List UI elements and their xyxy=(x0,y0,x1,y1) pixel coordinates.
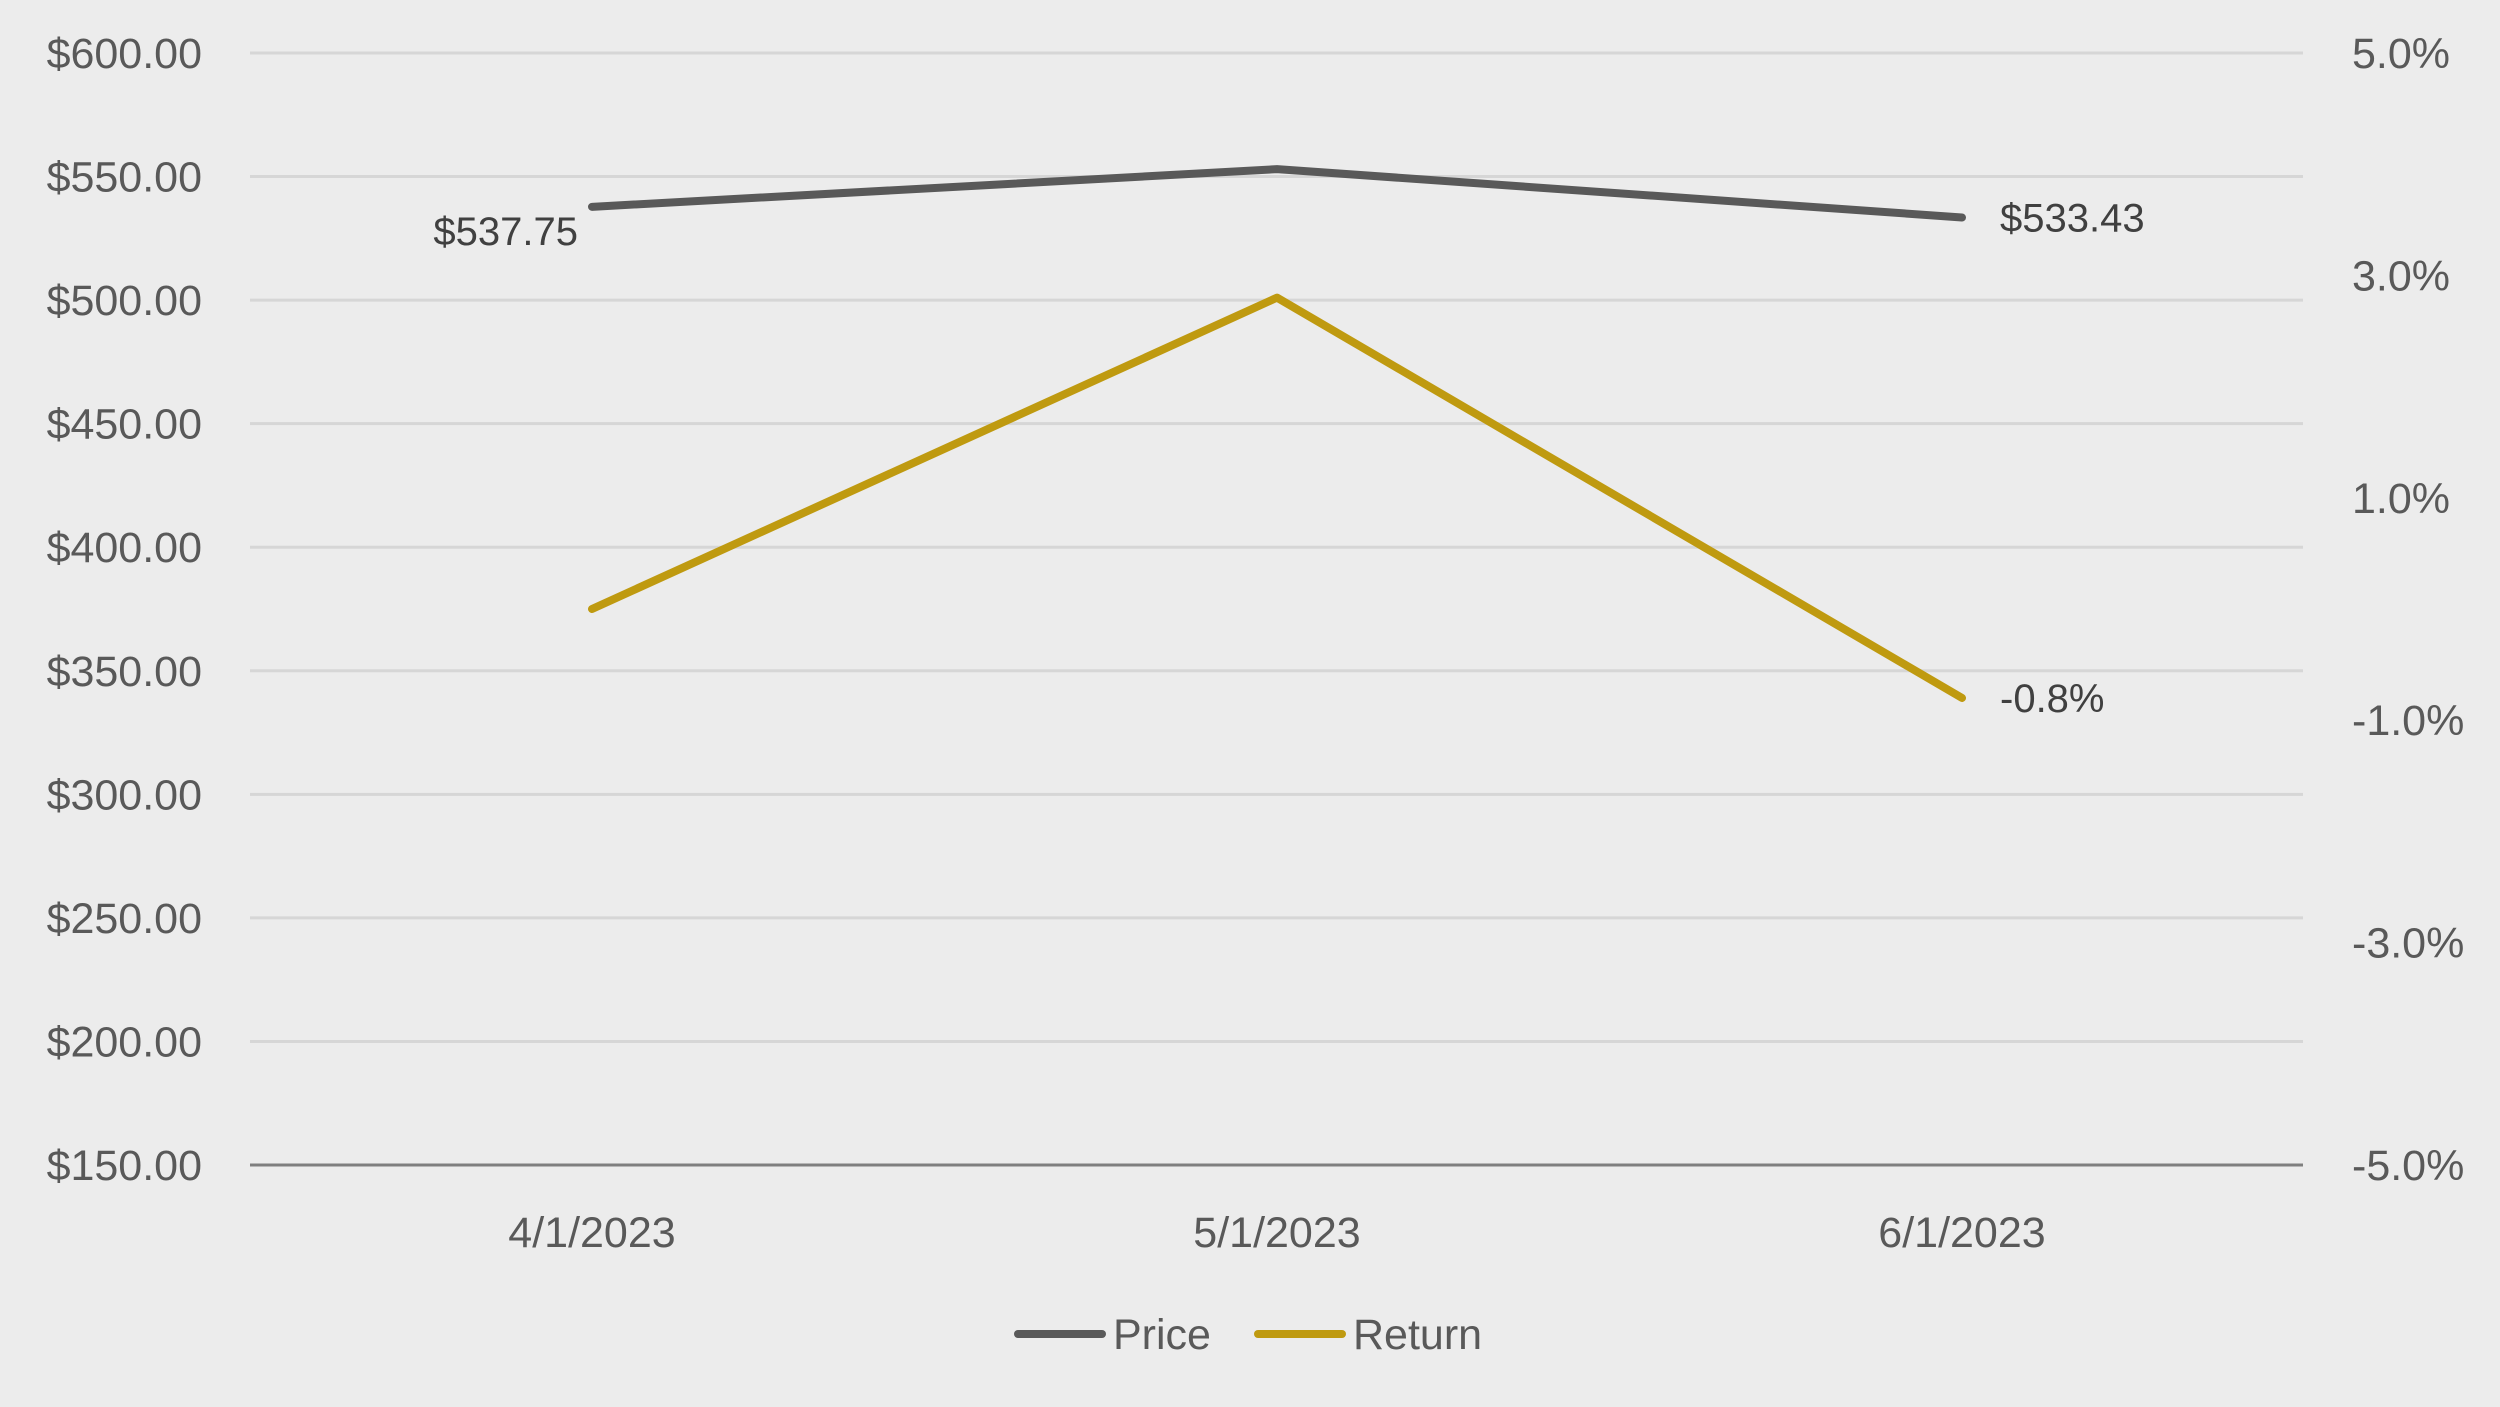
data-label: -0.8% xyxy=(2000,677,2105,721)
left-axis-tick-label: $400.00 xyxy=(47,524,202,572)
right-axis-tick-label: -3.0% xyxy=(2352,920,2464,968)
left-axis-tick-label: $200.00 xyxy=(47,1018,202,1066)
right-axis-tick-label: 1.0% xyxy=(2352,475,2450,523)
left-axis-tick-label: $600.00 xyxy=(47,30,202,78)
x-axis-tick-label: 4/1/2023 xyxy=(508,1209,675,1257)
left-axis-tick-label: $500.00 xyxy=(47,277,202,325)
right-axis-tick-label: -5.0% xyxy=(2352,1142,2464,1190)
right-axis-tick-label: 3.0% xyxy=(2352,252,2450,300)
series-line-price xyxy=(588,165,1966,222)
right-axis-tick-label: -1.0% xyxy=(2352,697,2464,745)
gridlines xyxy=(250,51,2303,1043)
left-axis-tick-label: $300.00 xyxy=(47,771,202,819)
series-lines xyxy=(588,165,1966,702)
left-axis-tick-label: $450.00 xyxy=(47,401,202,449)
left-axis-tick-label: $350.00 xyxy=(47,648,202,696)
data-labels: $537.75 $533.43 -0.8% xyxy=(433,197,2144,721)
right-axis-tick-label: 5.0% xyxy=(2352,30,2450,78)
legend-label-price: Price xyxy=(1113,1311,1211,1359)
x-axis-tick-label: 5/1/2023 xyxy=(1193,1209,1360,1257)
legend-label-return: Return xyxy=(1353,1311,1482,1359)
series-line-return xyxy=(588,293,1966,702)
legend: Price Return xyxy=(1014,1311,1482,1359)
left-axis-tick-label: $150.00 xyxy=(47,1142,202,1190)
axes: $600.00 $550.00 $500.00 $450.00 $400.00 $350.… xyxy=(47,30,2465,1257)
data-label: $537.75 xyxy=(433,210,578,254)
x-axis-tick-label: 6/1/2023 xyxy=(1878,1209,2045,1257)
left-axis-tick-label: $550.00 xyxy=(47,154,202,202)
left-axis-tick-label: $250.00 xyxy=(47,895,202,943)
data-label: $533.43 xyxy=(2000,197,2145,241)
